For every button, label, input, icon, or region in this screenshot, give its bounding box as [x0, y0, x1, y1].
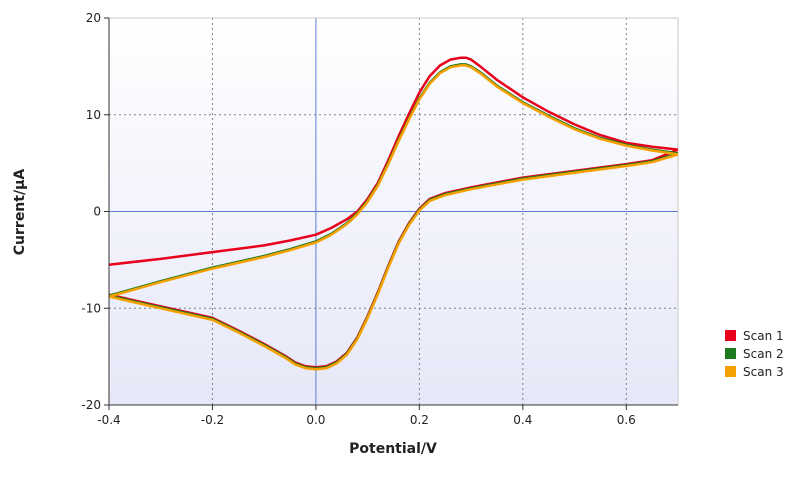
x-axis-title: Potential/V [349, 441, 437, 457]
legend-label: Scan 2 [743, 347, 784, 361]
x-tick-label: -0.4 [97, 413, 120, 427]
legend-label: Scan 1 [743, 329, 784, 343]
x-tick-label: -0.2 [201, 413, 224, 427]
y-tick-label: 0 [93, 205, 101, 219]
legend: Scan 1 Scan 2 Scan 3 [725, 329, 784, 379]
y-tick-label: -20 [81, 398, 101, 412]
y-tick-label: -10 [81, 301, 101, 315]
x-tick-label: 0.4 [513, 413, 532, 427]
x-tick-label: 0.6 [617, 413, 636, 427]
x-tick-label: 0.2 [410, 413, 429, 427]
legend-swatch [725, 330, 736, 341]
legend-swatch [725, 366, 736, 377]
legend-swatch [725, 348, 736, 359]
x-ticks: -0.4 -0.2 0.0 0.2 0.4 0.6 [97, 405, 636, 427]
x-tick-label: 0.0 [306, 413, 325, 427]
zero-lines [109, 18, 678, 405]
y-axis-title: Current/μA [12, 169, 28, 256]
series-layer [109, 56, 678, 371]
legend-label: Scan 3 [743, 365, 784, 379]
y-tick-label: 10 [86, 108, 101, 122]
y-ticks: -20 -10 0 10 20 [81, 11, 109, 412]
series-line-scan-3 [109, 64, 678, 371]
y-tick-label: 20 [86, 11, 101, 25]
